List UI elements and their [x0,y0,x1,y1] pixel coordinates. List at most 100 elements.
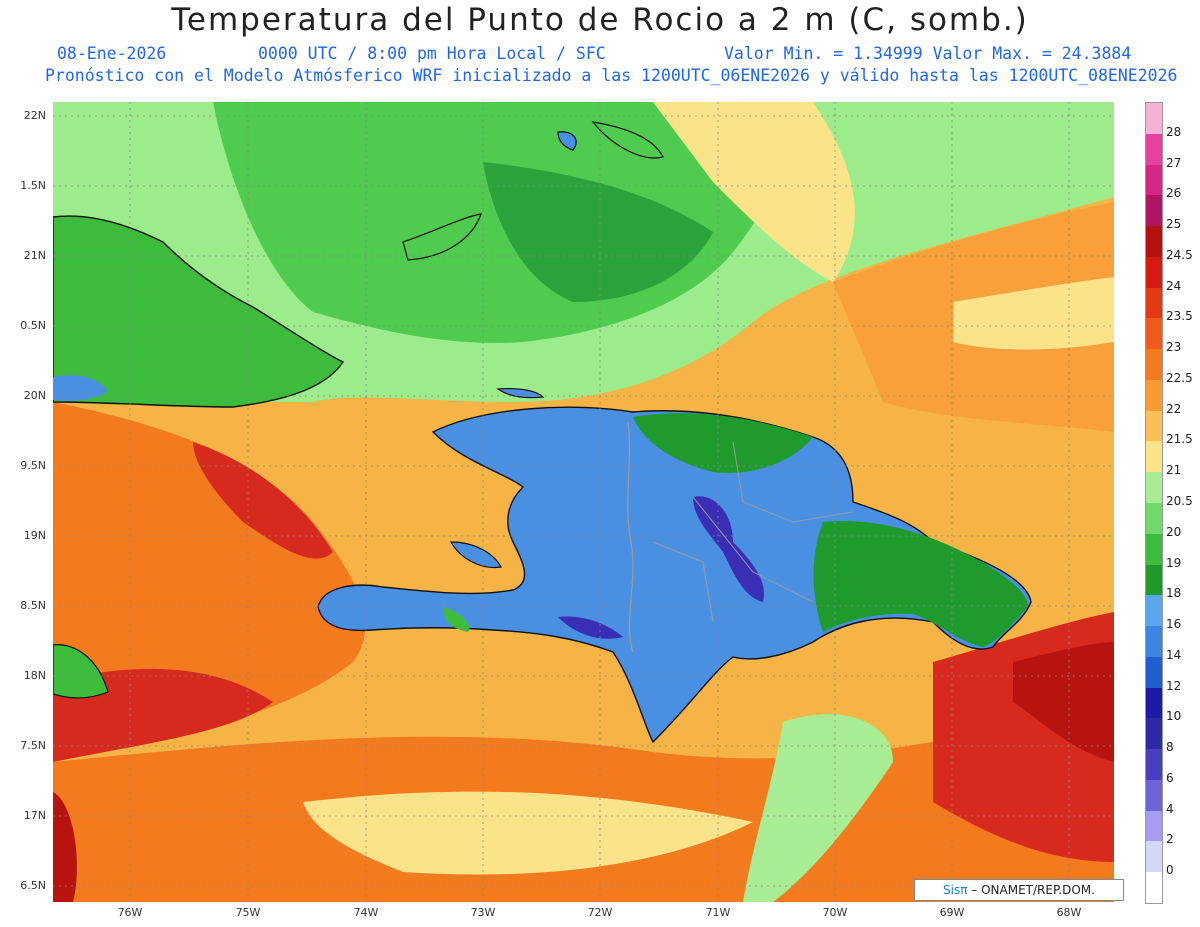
cordillera-dark-blue [693,496,764,602]
hispaniola-land [317,406,1032,744]
colorbar-segment [1146,410,1162,442]
lat-label: 1.5N [20,179,46,192]
jamaica-land [53,644,109,699]
colorbar-segment [1146,287,1162,319]
north-green-streak [483,162,713,302]
lat-label: 22N [23,109,46,122]
colorbar-label: 25 [1166,217,1182,232]
credit-text: – ONAMET/REP.DOM. [971,883,1095,897]
colorbar-segment [1146,441,1162,473]
colorbar-segment [1146,841,1162,873]
min-max-values: Valor Min. = 1.34999 Valor Max. = 24.388… [724,44,1132,63]
gonave-island [449,541,502,569]
lat-label: 21N [23,249,46,262]
colorbar-label: 0 [1166,863,1174,878]
lon-label: 76W [117,906,143,919]
southern-dark-blue [558,616,623,639]
colorbar-segment [1146,103,1162,135]
colorbar-segment [1146,133,1162,166]
colorbar-label: 8 [1166,740,1174,755]
province-line-3 [652,541,714,623]
dr-east-green [813,521,1028,647]
tortuga-island [496,387,545,399]
forecast-date: 08-Ene-2026 [57,44,167,63]
lon-label: 73W [470,906,496,919]
colorbar-segment [1146,626,1162,658]
colorbar-label: 14 [1166,647,1182,662]
credit-box: Sisπ – ONAMET/REP.DOM. [914,879,1124,901]
colorbar-label: 28 [1166,124,1182,139]
colorbar-label: 23.5 [1166,309,1193,324]
colorbar-label: 10 [1166,709,1182,724]
colorbar-label: 4 [1166,801,1174,816]
lon-label: 74W [353,906,379,919]
colorbar [1145,102,1163,904]
cuba-land [53,215,345,408]
colorbar-segment [1146,379,1162,412]
colorbar-label: 6 [1166,770,1174,785]
colorbar-segment [1146,164,1162,196]
colorbar-segment [1146,472,1162,504]
ne-light-zone [953,277,1114,350]
colorbar-label: 20 [1166,524,1182,539]
colorbar-label: 22 [1166,401,1182,416]
forecast-time: 0000 UTC / 8:00 pm Hora Local / SFC [258,44,606,63]
province-line-1 [692,496,814,603]
lat-label: 6.5N [20,879,46,892]
cuba-blue-patch [53,375,108,402]
brand-logo-text: Sisπ [943,883,968,897]
lon-label: 70W [822,906,848,919]
colorbar-segment [1146,195,1162,227]
colorbar-segment [1146,503,1162,535]
border-line [627,421,634,653]
colorbar-label: 27 [1166,155,1182,170]
colorbar-segment [1146,656,1162,689]
colorbar-segment [1146,318,1162,350]
colorbar-segment [1146,749,1162,781]
lat-label: 17N [23,809,46,822]
lat-label: 0.5N [20,319,46,332]
colorbar-label: 16 [1166,617,1182,632]
dewpoint-map [53,102,1114,902]
colorbar-label: 24.5 [1166,247,1193,262]
map-canvas [53,102,1114,902]
colorbar-label: 18 [1166,586,1182,601]
north-yellow-band [653,102,855,282]
colorbar-segment [1146,349,1162,381]
lat-label: 8.5N [20,599,46,612]
lat-label: 9.5N [20,459,46,472]
west-red-core [193,442,333,559]
south-green-streak [743,714,893,902]
colorbar-label: 23 [1166,340,1182,355]
colorbar-label: 21 [1166,463,1182,478]
dr-north-green [633,413,813,473]
lat-label: 19N [23,529,46,542]
colorbar-label: 20.5 [1166,494,1193,508]
colorbar-label: 19 [1166,555,1182,570]
colorbar-segment [1146,779,1162,812]
sw-dark-red [53,792,77,902]
colorbar-label: 21.5 [1166,432,1193,447]
colorbar-segment [1146,687,1162,719]
colorbar-segment [1146,718,1162,750]
lat-label: 20N [23,389,46,402]
colorbar-segment [1146,226,1162,258]
colorbar-label: 26 [1166,186,1182,201]
colorbar-segment [1146,595,1162,627]
lat-label: 7.5N [20,739,46,752]
colorbar-segment [1146,564,1162,596]
lon-label: 72W [587,906,613,919]
lon-label: 75W [235,906,261,919]
colorbar-label: 22.5 [1166,370,1193,385]
chart-title: Temperatura del Punto de Rocio a 2 m (C,… [171,2,1029,38]
caicos-island [591,121,664,159]
colorbar-label: 12 [1166,678,1182,693]
haiti-west-green [443,607,470,632]
model-info: Pronóstico con el Modelo Atmósferico WRF… [45,66,1178,85]
colorbar-segment [1146,256,1162,289]
colorbar-segment [1146,872,1162,904]
lon-label: 71W [705,906,731,919]
turks-island [557,131,577,151]
colorbar-label: 24 [1166,278,1182,293]
lon-label: 68W [1056,906,1082,919]
